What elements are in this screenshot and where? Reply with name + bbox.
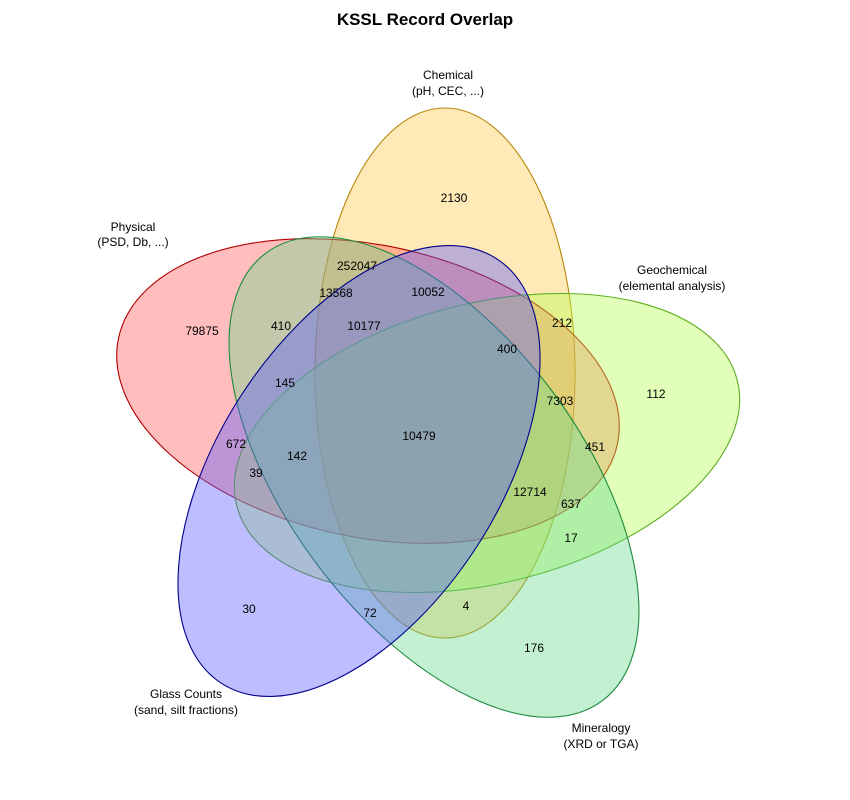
count-region: 142	[287, 449, 307, 463]
count-region: 72	[363, 606, 377, 620]
count-region: 10479	[402, 429, 436, 443]
set-label-chemical-sub: (pH, CEC, ...)	[412, 84, 484, 98]
chart-title: KSSL Record Overlap	[337, 10, 513, 29]
count-region: 4	[463, 599, 470, 613]
count-region: 39	[249, 466, 263, 480]
count-region: 212	[552, 316, 572, 330]
set-label-chemical: Chemical	[423, 68, 473, 82]
count-region: 252047	[337, 259, 377, 273]
count-region: 7303	[547, 394, 574, 408]
count-glass-only: 30	[242, 602, 256, 616]
count-physical-only: 79875	[185, 324, 219, 338]
set-geochemical-ellipse	[233, 292, 741, 594]
set-label-glass-sub: (sand, silt fractions)	[134, 703, 238, 717]
set-label-physical-sub: (PSD, Db, ...)	[97, 235, 168, 249]
count-region: 13568	[319, 286, 353, 300]
set-glass-ellipse	[177, 244, 541, 698]
set-physical-ellipse	[116, 238, 620, 544]
count-region: 17	[564, 531, 578, 545]
count-mineralogy-only: 176	[524, 641, 544, 655]
count-region: 672	[226, 437, 246, 451]
set-label-geochemical: Geochemical	[637, 263, 707, 277]
count-region: 12714	[513, 485, 547, 499]
count-geochemical-only: 112	[646, 387, 665, 401]
set-mineralogy-ellipse	[228, 236, 640, 718]
count-region: 637	[561, 497, 581, 511]
count-region: 10052	[411, 285, 445, 299]
set-chemical-ellipse	[314, 107, 576, 639]
count-region: 451	[585, 440, 605, 454]
count-region: 410	[271, 319, 291, 333]
set-label-physical: Physical	[111, 220, 156, 234]
count-chemical-only: 2130	[441, 191, 468, 205]
set-label-mineralogy: Mineralogy	[572, 721, 631, 735]
count-region: 10177	[347, 319, 381, 333]
set-label-mineralogy-sub: (XRD or TGA)	[563, 737, 638, 751]
set-label-glass: Glass Counts	[150, 687, 222, 701]
count-region: 400	[497, 342, 517, 356]
count-region: 145	[275, 376, 295, 390]
set-label-geochemical-sub: (elemental analysis)	[619, 279, 726, 293]
